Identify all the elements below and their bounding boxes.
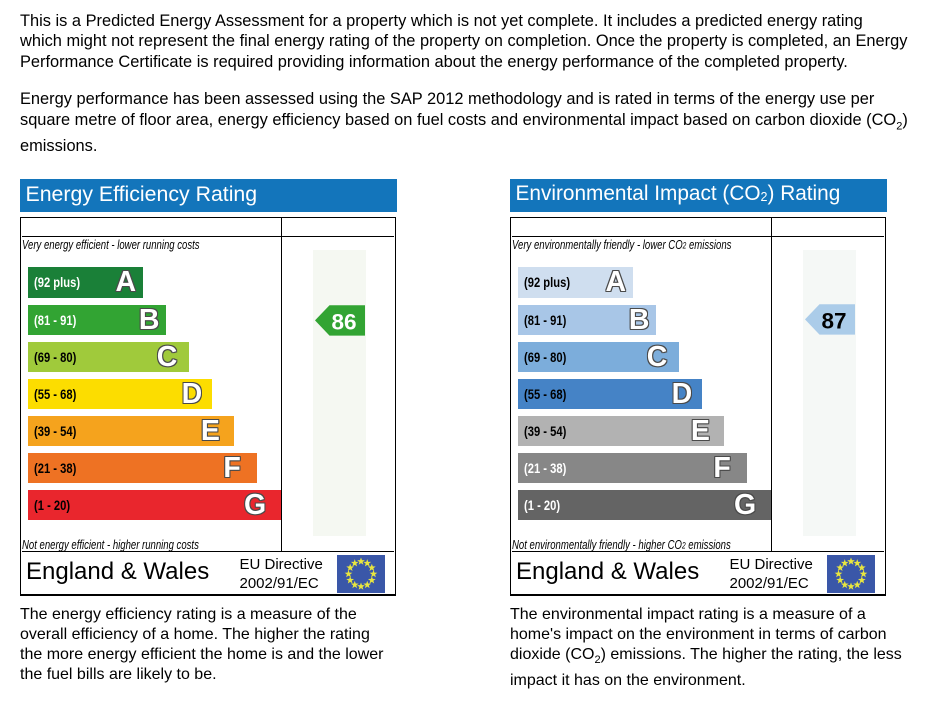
svg-text:87: 87: [821, 308, 846, 333]
svg-text:86: 86: [331, 310, 356, 335]
